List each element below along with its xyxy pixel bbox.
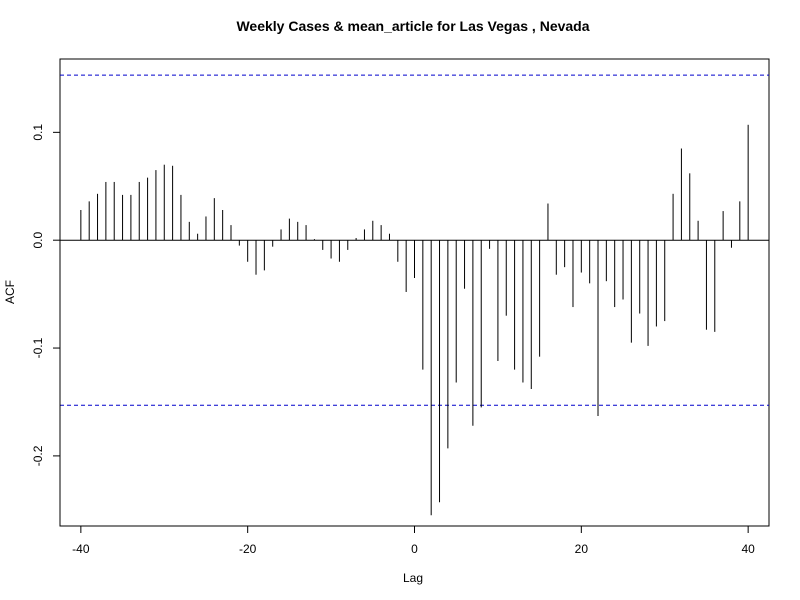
x-tick-label: 20 xyxy=(575,542,589,556)
acf-spikes xyxy=(80,124,749,516)
y-axis-label: ACF xyxy=(3,280,17,304)
y-axis: -0.2 -0.1 0.0 0.1 xyxy=(31,124,61,466)
y-tick-label: 0.1 xyxy=(31,124,45,141)
x-tick-label: -40 xyxy=(72,542,90,556)
x-tick-label: 0 xyxy=(411,542,418,556)
x-tick-label: 40 xyxy=(741,542,755,556)
x-axis-label: Lag xyxy=(403,571,423,585)
y-tick-label: -0.1 xyxy=(31,337,45,358)
chart-title: Weekly Cases & mean_article for Las Vega… xyxy=(236,18,589,34)
confidence-bands xyxy=(60,74,769,406)
x-axis: -40 -20 0 20 40 xyxy=(72,525,755,556)
y-tick-label: -0.2 xyxy=(31,445,45,466)
plot-frame xyxy=(59,58,770,527)
y-tick-label: 0.0 xyxy=(31,232,45,249)
x-tick-label: -20 xyxy=(239,542,257,556)
